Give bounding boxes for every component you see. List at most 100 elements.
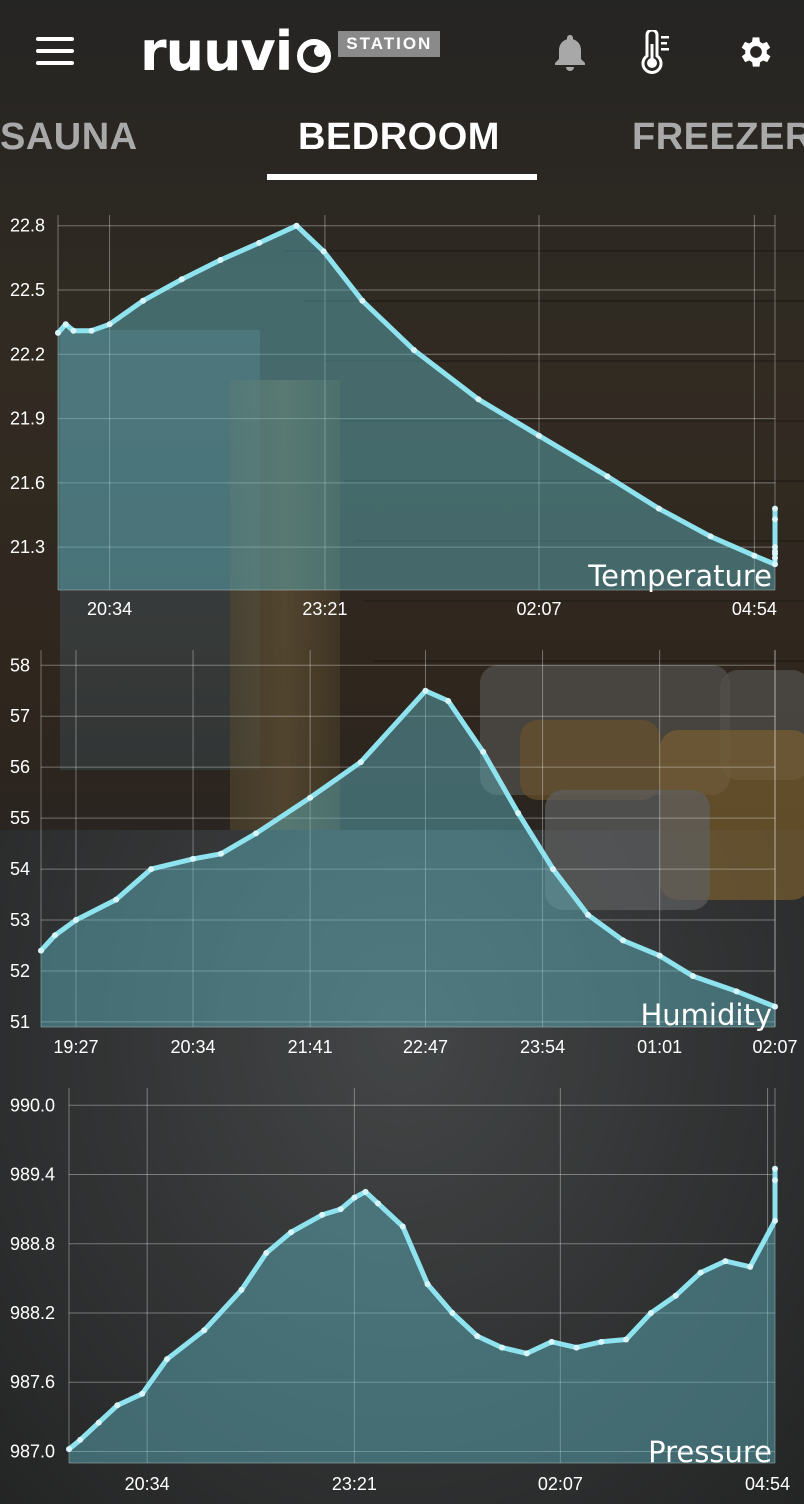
data-point	[62, 321, 69, 328]
data-point	[772, 554, 778, 561]
temperature-chart-title: Temperature	[588, 559, 772, 593]
data-point	[374, 1200, 381, 1207]
x-tick-label: 21:41	[288, 1037, 333, 1057]
logo-badge: STATION	[338, 31, 441, 57]
data-point	[772, 1177, 778, 1184]
tab-sauna[interactable]: SAUNA	[0, 116, 138, 158]
data-point	[201, 1327, 208, 1334]
data-point	[604, 473, 611, 480]
data-point	[66, 1446, 72, 1453]
x-tick-label: 02:07	[752, 1037, 797, 1057]
temperature-chart[interactable]: 20:34 23:21 02:07 04:54 22.8 22.5 22.2 21.9 21.6…	[0, 205, 804, 625]
logo-ring-icon	[297, 39, 332, 73]
tab-freezer[interactable]: FREEZER	[632, 116, 804, 158]
series-area	[41, 690, 775, 1027]
x-tick-label: 22:47	[403, 1037, 448, 1057]
bell-icon[interactable]	[550, 30, 590, 74]
data-point	[218, 850, 225, 857]
humidity-chart-title: Humidity	[640, 998, 773, 1032]
data-point	[337, 1206, 344, 1213]
data-point	[164, 1356, 171, 1363]
data-point	[722, 1258, 729, 1265]
data-point	[424, 1281, 431, 1288]
data-point	[733, 988, 740, 995]
data-point	[422, 687, 429, 694]
series-area	[58, 225, 775, 590]
data-point	[772, 516, 778, 523]
data-point	[499, 1344, 506, 1351]
x-tick-label: 20:34	[87, 599, 132, 619]
x-tick-label: 04:54	[732, 599, 777, 619]
location-tabs: SAUNA BEDROOM FREEZER	[0, 108, 804, 184]
tab-bedroom[interactable]: BEDROOM	[298, 116, 500, 158]
data-point	[148, 866, 155, 873]
data-point	[362, 1188, 369, 1195]
x-tick-label: 01:01	[637, 1037, 682, 1057]
y-tick-label: 22.8	[10, 216, 45, 236]
gear-icon[interactable]	[736, 30, 776, 74]
x-tick-label: 23:21	[332, 1474, 377, 1494]
pressure-chart-title: Pressure	[648, 1435, 772, 1469]
y-tick-label: 989.4	[10, 1165, 55, 1185]
y-tick-label: 21.6	[10, 473, 45, 493]
data-point	[55, 329, 61, 336]
pressure-chart[interactable]: 20:34 23:21 02:07 04:54 990.0 989.4 988.8 988.2…	[0, 1080, 804, 1500]
data-point	[217, 257, 224, 263]
data-point	[647, 1310, 654, 1316]
y-tick-label: 53	[10, 910, 30, 930]
data-point	[523, 1350, 530, 1357]
data-point	[140, 297, 147, 304]
data-point	[585, 911, 592, 918]
data-point	[772, 544, 778, 551]
y-tick-label: 21.9	[10, 409, 45, 429]
top-app-bar: ruuvi STATION	[0, 0, 804, 100]
y-tick-label: 988.2	[10, 1303, 55, 1323]
data-point	[293, 222, 300, 229]
data-point	[307, 794, 314, 801]
data-point	[70, 327, 77, 334]
data-point	[38, 947, 44, 954]
data-point	[114, 1402, 121, 1409]
data-point	[252, 830, 259, 837]
data-point	[474, 1333, 481, 1340]
y-tick-label: 21.3	[10, 537, 45, 557]
data-point	[619, 937, 626, 944]
data-point	[672, 1292, 679, 1299]
data-point	[359, 297, 366, 304]
data-point	[449, 1310, 456, 1316]
menu-icon[interactable]	[36, 37, 74, 67]
pressure-chart-svg: 20:34 23:21 02:07 04:54 990.0 989.4 988.8 988.2…	[10, 1088, 790, 1494]
data-point	[623, 1336, 630, 1343]
y-tick-label: 57	[10, 706, 30, 726]
data-point	[772, 1165, 778, 1172]
data-point	[357, 759, 364, 766]
data-point	[751, 552, 758, 559]
data-point	[113, 896, 120, 903]
data-point	[72, 917, 79, 924]
data-point	[256, 239, 263, 246]
data-point	[697, 1269, 704, 1276]
x-tick-label: 19:27	[53, 1037, 98, 1057]
data-point	[772, 505, 778, 512]
data-point	[772, 1217, 778, 1224]
x-tick-label: 23:54	[520, 1037, 565, 1057]
data-point	[689, 973, 696, 980]
thermometer-icon[interactable]	[635, 30, 675, 74]
y-tick-label: 987.0	[10, 1441, 55, 1461]
data-point	[772, 561, 778, 568]
data-point	[399, 1223, 406, 1230]
data-point	[480, 748, 487, 755]
data-point	[88, 327, 95, 334]
y-tick-label: 990.0	[10, 1095, 55, 1115]
data-point	[707, 533, 714, 540]
data-point	[288, 1229, 295, 1236]
app-logo: ruuvi STATION	[140, 22, 441, 82]
data-point	[536, 432, 543, 439]
x-tick-label: 23:21	[302, 599, 347, 619]
x-tick-label: 20:34	[125, 1474, 170, 1494]
y-tick-label: 58	[10, 655, 30, 675]
data-point	[598, 1338, 605, 1345]
humidity-chart[interactable]: 19:27 20:34 21:41 22:47 23:54 01:01 02:07 58 57 5…	[0, 645, 804, 1065]
x-tick-label: 02:07	[538, 1474, 583, 1494]
